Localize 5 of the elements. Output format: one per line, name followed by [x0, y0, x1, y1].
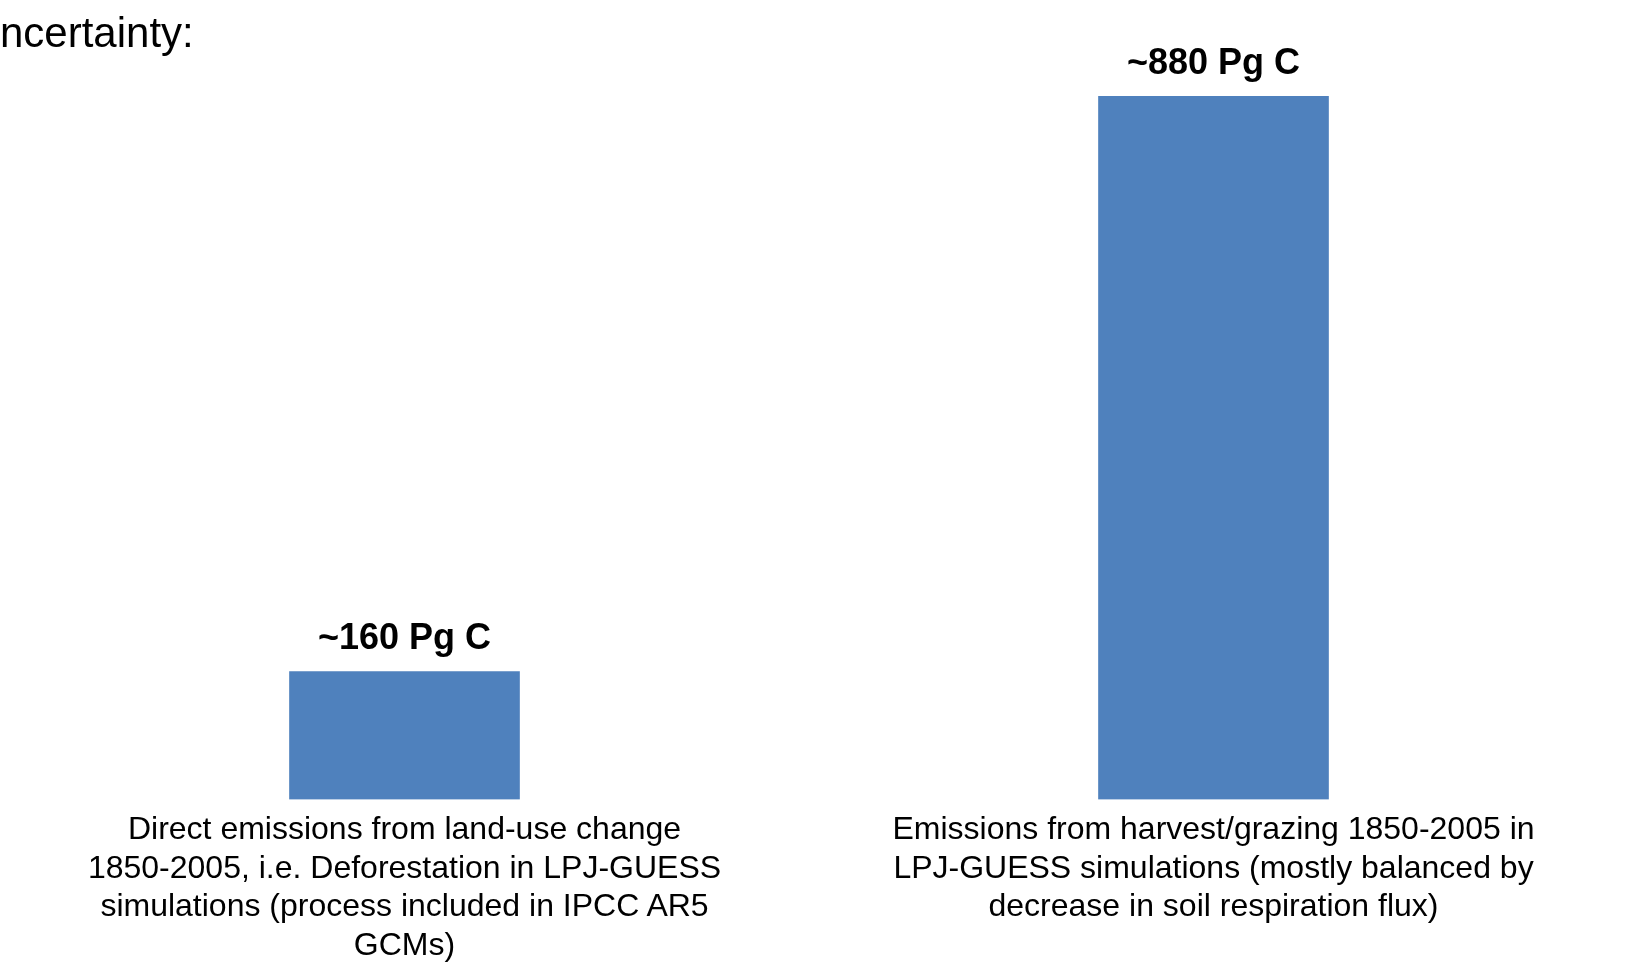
data-label: ~880 Pg C	[1126, 41, 1301, 83]
x-tick-label: Emissions from harvest/grazing 1850-2005 in LPJ-GUESS simulations (mostly balanced by decrease in soil respiration flux)	[892, 810, 1535, 924]
chart-title: ncertainty:	[0, 8, 194, 56]
x-tick-label: Direct emissions from land-use change 1850-2005, i.e. Deforestation in LPJ-GUESS simulations (process included in IPCC AR5 GCMs)	[87, 810, 722, 962]
data-label: ~160 Pg C	[317, 616, 492, 658]
